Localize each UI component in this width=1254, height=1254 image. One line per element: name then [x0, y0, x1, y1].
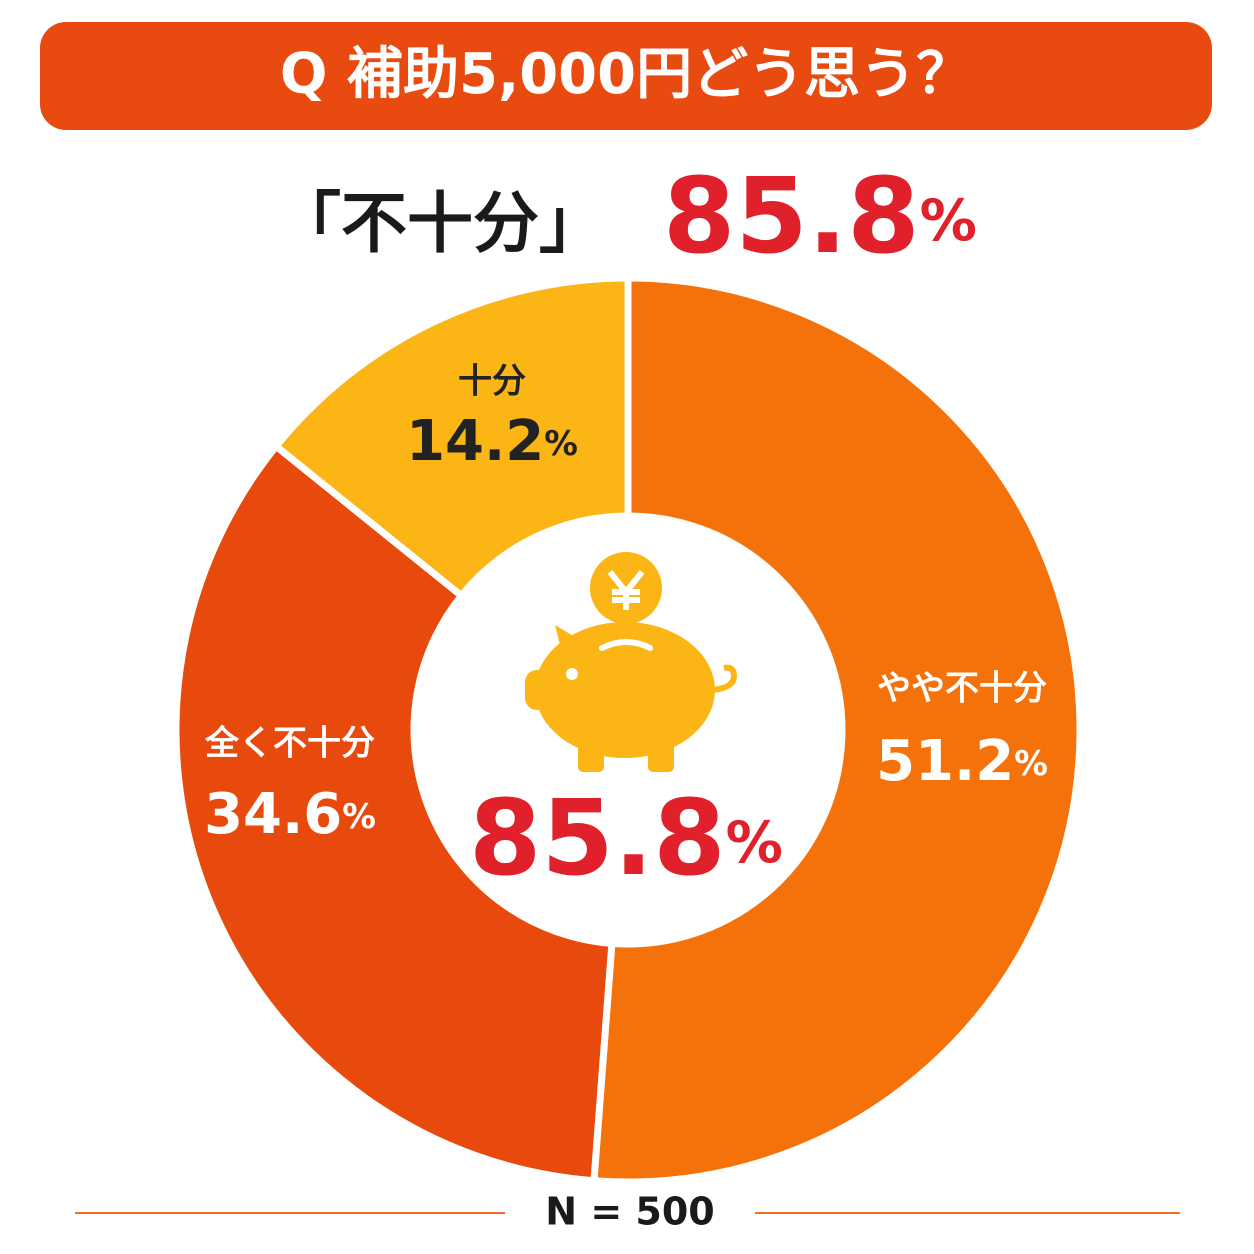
slice-value: 34.6% [204, 782, 376, 847]
title: Q 補助5,000円どう思う？ [280, 42, 972, 107]
headline-label: 「不十分」 [275, 185, 605, 262]
donut [172, 274, 1084, 1186]
slice-value: 14.2% [406, 409, 578, 474]
donut-slice [590, 274, 1084, 1186]
slice-value: 51.2% [876, 729, 1048, 794]
slice-label: 全く不十分 [204, 724, 375, 764]
slice-label: 十分 [458, 362, 526, 402]
headline-value: 85.8% [663, 155, 977, 277]
footnote: N = 500 [545, 1190, 714, 1234]
center-value: 85.8% [469, 777, 783, 899]
donut-slice [172, 441, 616, 1185]
donut-slice [271, 274, 632, 601]
title-bar [40, 22, 1212, 130]
slice-label: やや不十分 [877, 669, 1047, 709]
piggy-bank-icon [525, 552, 738, 772]
